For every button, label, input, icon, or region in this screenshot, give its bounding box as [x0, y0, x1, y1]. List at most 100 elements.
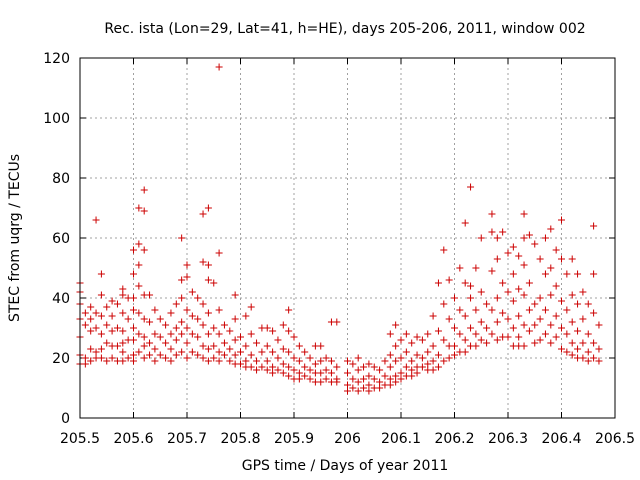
data-point — [344, 357, 351, 365]
data-point — [402, 363, 410, 371]
data-point — [376, 384, 384, 392]
data-point — [472, 342, 480, 350]
data-point — [568, 318, 576, 326]
data-point — [418, 336, 426, 344]
data-point — [215, 348, 223, 356]
data-point — [130, 270, 137, 278]
data-point — [183, 339, 191, 347]
data-point — [386, 351, 394, 359]
data-point — [124, 315, 132, 323]
data-point — [97, 312, 105, 320]
data-point — [269, 369, 277, 377]
data-point — [344, 381, 351, 389]
data-point — [568, 291, 576, 299]
data-point — [493, 255, 501, 263]
data-point — [322, 366, 330, 374]
data-point — [531, 321, 539, 329]
data-point — [360, 384, 368, 392]
data-point — [461, 348, 469, 356]
data-point — [146, 351, 154, 359]
data-point — [349, 375, 357, 383]
data-point — [541, 270, 549, 278]
data-point — [156, 351, 164, 359]
data-point — [456, 264, 464, 272]
data-point — [584, 300, 592, 308]
data-point — [370, 363, 378, 371]
data-point — [461, 219, 469, 227]
data-point — [402, 348, 410, 356]
data-point — [306, 375, 314, 383]
data-point — [135, 240, 143, 248]
data-point — [204, 345, 212, 353]
data-point — [424, 348, 432, 356]
data-point — [333, 378, 341, 386]
data-point — [541, 234, 549, 242]
data-point — [119, 285, 127, 293]
data-point — [199, 342, 207, 350]
data-point — [445, 354, 453, 362]
data-point — [156, 333, 164, 341]
data-point — [151, 306, 159, 314]
data-point — [199, 210, 207, 218]
x-tick-label: 206.1 — [381, 431, 421, 447]
data-point — [418, 363, 426, 371]
data-point — [509, 324, 517, 332]
data-point — [172, 324, 180, 332]
data-point — [215, 306, 223, 314]
y-tick-label: 40 — [52, 291, 70, 307]
data-point — [360, 375, 368, 383]
data-point — [290, 333, 298, 341]
data-point — [440, 357, 448, 365]
data-point — [424, 360, 432, 368]
data-point — [434, 351, 442, 359]
data-point — [199, 321, 207, 329]
data-point — [269, 348, 277, 356]
data-point — [488, 330, 496, 338]
data-point — [429, 357, 437, 365]
data-point — [360, 363, 368, 371]
data-point — [493, 234, 501, 242]
data-point — [488, 267, 496, 275]
data-point — [408, 372, 416, 380]
data-point — [397, 354, 405, 362]
data-point — [552, 333, 560, 341]
data-point — [247, 330, 255, 338]
x-tick-label: 206.5 — [595, 431, 635, 447]
data-point — [451, 294, 458, 302]
data-point — [119, 309, 127, 317]
data-point — [135, 348, 143, 356]
data-point — [568, 351, 576, 359]
data-point — [130, 324, 137, 332]
data-point — [231, 351, 239, 359]
data-point — [499, 309, 507, 317]
data-point — [279, 369, 287, 377]
data-point — [499, 279, 507, 287]
data-point — [81, 321, 89, 329]
data-point — [285, 306, 293, 314]
data-point — [130, 246, 137, 254]
data-point — [306, 354, 314, 362]
data-point — [386, 381, 394, 389]
data-point — [215, 63, 223, 71]
data-point — [579, 288, 587, 296]
data-point — [456, 306, 464, 314]
data-point — [531, 300, 539, 308]
data-point — [108, 327, 116, 335]
x-tick-label: 205.8 — [220, 431, 260, 447]
data-point — [461, 312, 469, 320]
data-point — [413, 351, 421, 359]
data-point — [269, 363, 277, 371]
data-point — [92, 348, 100, 356]
data-point — [87, 345, 95, 353]
data-point — [135, 261, 143, 269]
data-point — [552, 282, 560, 290]
data-point — [558, 297, 565, 305]
data-point — [178, 276, 186, 284]
data-point — [130, 306, 137, 314]
data-point — [97, 330, 105, 338]
y-tick-label: 60 — [52, 231, 70, 247]
data-point — [488, 306, 496, 314]
data-point — [172, 336, 180, 344]
data-point — [574, 327, 582, 335]
